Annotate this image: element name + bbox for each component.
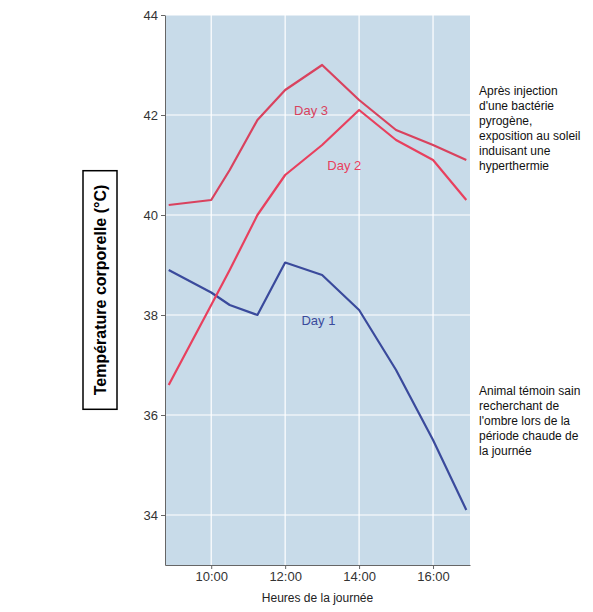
plot-area xyxy=(169,65,467,510)
grid-line xyxy=(358,15,359,565)
tick-label: 14:00 xyxy=(343,569,376,584)
tick-mark xyxy=(161,515,165,516)
line xyxy=(169,110,467,385)
series-label: Day 2 xyxy=(327,158,361,173)
tick-label: 44 xyxy=(144,8,158,23)
grid-line xyxy=(432,15,433,565)
series-label: Day 1 xyxy=(301,313,335,328)
grid xyxy=(165,15,470,565)
tick-label: 42 xyxy=(144,108,158,123)
tick: 10:00 xyxy=(195,565,228,584)
tick: 14:00 xyxy=(343,565,376,584)
axis-line xyxy=(165,16,166,566)
tick-label: 40 xyxy=(144,208,158,223)
x-axis-title: Heures de la journée xyxy=(262,591,374,605)
y-axis: 34 36 38 40 42 44 xyxy=(144,8,166,566)
tick-mark xyxy=(161,315,165,316)
y-axis-title-box xyxy=(83,171,117,410)
plot-background xyxy=(165,15,470,565)
tick: 12:00 xyxy=(269,565,302,584)
tick-mark xyxy=(161,15,165,16)
annotation: Animal témoin sainrecherchant del'ombre … xyxy=(479,384,580,458)
tick: 38 xyxy=(144,308,165,323)
tick: 34 xyxy=(144,508,165,523)
tick: 40 xyxy=(144,208,165,223)
tick-label: 16:00 xyxy=(417,569,450,584)
tick-mark xyxy=(161,115,165,116)
tick-mark xyxy=(161,415,165,416)
tick-label: 38 xyxy=(144,308,158,323)
chart: 10:00 12:00 14:00 16:00 34 36 38 40 42 44 Heures d… xyxy=(0,0,593,612)
series-label: Day 3 xyxy=(294,103,328,118)
tick-label: 34 xyxy=(144,508,158,523)
tick-label: 12:00 xyxy=(269,569,302,584)
tick-label: 10:00 xyxy=(195,569,228,584)
grid-line xyxy=(285,15,286,565)
line xyxy=(169,65,467,205)
x-axis: 10:00 12:00 14:00 16:00 xyxy=(166,565,471,584)
tick-label: 36 xyxy=(144,408,158,423)
tick-mark xyxy=(161,215,165,216)
grid-line xyxy=(211,15,212,565)
tick: 36 xyxy=(144,408,165,423)
tick: 42 xyxy=(144,108,165,123)
annotation: Après injectiond'une bactériepyrogène,ex… xyxy=(479,84,580,173)
tick: 16:00 xyxy=(417,565,450,584)
y-axis-title: Température corporelle (°C) xyxy=(92,185,109,396)
tick: 44 xyxy=(144,8,165,23)
